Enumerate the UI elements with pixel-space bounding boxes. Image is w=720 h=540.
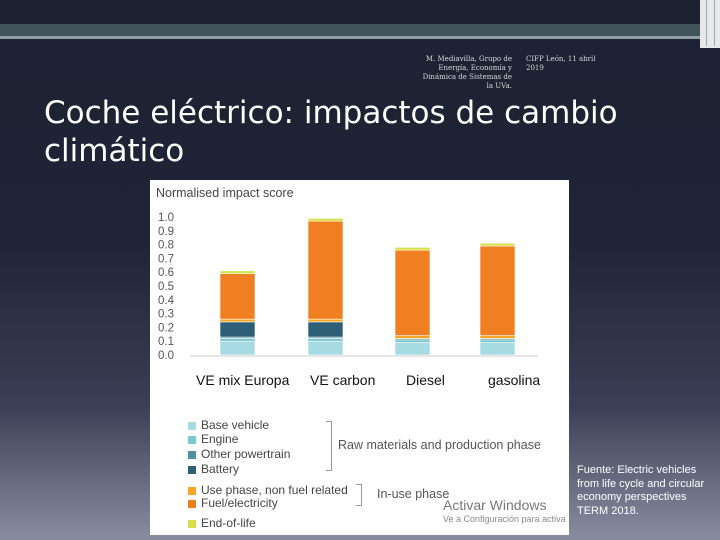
slide-right-strip [700, 0, 720, 48]
bar-segment [394, 247, 431, 251]
bar-segment [479, 339, 516, 343]
x-label-gasolina: gasolina [488, 372, 541, 388]
bar-segment [307, 220, 344, 320]
legend-item: Battery [188, 462, 239, 476]
bar-segment [219, 338, 256, 342]
chart-legend: Base vehicle Engine Other powertrain Bat… [150, 410, 569, 535]
legend-label: Other powertrain [201, 447, 291, 461]
legend-label: Fuel/electricity [201, 496, 278, 510]
legend-item: Base vehicle [188, 418, 269, 432]
y-tick-label: 0.0 [158, 350, 174, 362]
slide-top-bar-accent [0, 36, 700, 39]
y-tick-label: 0.3 [158, 309, 174, 321]
legend-item: Use phase, non fuel related [188, 483, 348, 497]
x-label-ve-mix: VE mix Europa [196, 372, 290, 388]
bar-segment [307, 218, 344, 222]
bar-segment [479, 335, 516, 339]
chart-panel: Normalised impact score 0.0 0.1 0.2 0.3 0.4 0.… [150, 180, 569, 535]
bar-segment [307, 340, 344, 356]
bar-segment [479, 342, 516, 356]
bar-segment [307, 338, 344, 342]
legend-item: Fuel/electricity [188, 496, 278, 510]
legend-swatch [188, 519, 196, 528]
bar-segment [394, 339, 431, 343]
legend-swatch [188, 450, 196, 459]
y-tick-label: 0.4 [158, 295, 175, 307]
y-tick-label: 0.2 [158, 322, 174, 334]
legend-item: Other powertrain [188, 447, 290, 461]
bar-segment [394, 249, 431, 336]
source-note: Fuente: Electric vehicles from life cycl… [577, 464, 705, 517]
legend-group-label: Raw materials and production phase [338, 438, 541, 452]
activation-watermark: Activar Windows [443, 497, 547, 513]
bar-segment [394, 342, 431, 356]
bar-segment [219, 270, 256, 274]
legend-label: Base vehicle [201, 418, 270, 432]
x-label-diesel: Diesel [406, 372, 445, 388]
legend-brace [326, 421, 332, 471]
bar-segment [219, 318, 256, 323]
legend-group-label: In-use phase [377, 487, 450, 501]
bar-segment [307, 321, 344, 338]
bar-segment [394, 335, 431, 339]
bar-segment [479, 242, 516, 247]
y-tick-label: 0.1 [158, 336, 174, 348]
bar-segment [479, 245, 516, 336]
legend-brace [356, 484, 362, 506]
y-tick-label: 0.8 [158, 240, 174, 252]
legend-swatch [188, 499, 196, 508]
legend-label: Engine [201, 432, 239, 446]
chart-svg: Normalised impact score 0.0 0.1 0.20.3 0.4 0.… [156, 186, 538, 362]
legend-swatch [188, 435, 196, 444]
y-tick-label: 0.6 [158, 267, 174, 279]
legend-swatch [188, 486, 196, 495]
y-tick-label: 0.5 [158, 281, 174, 293]
y-tick-label: 0.7 [158, 253, 174, 265]
x-label-ve-carbon: VE carbon [310, 372, 376, 388]
legend-swatch [188, 465, 196, 474]
bar-segment [219, 340, 256, 356]
legend-item: Engine [188, 432, 238, 446]
header-author: M. Mediavilla, Grupo de Energía, Economí… [422, 55, 512, 90]
slide-title: Coche eléctrico: impactos de cambio clim… [44, 95, 618, 169]
header-event: CIFP León, 11 abril 2019 [526, 55, 596, 72]
legend-label: Use phase, non fuel related [201, 483, 348, 497]
legend-label: End-of-life [201, 516, 256, 530]
y-tick-label: 1.0 [158, 212, 174, 224]
legend-item: End-of-life [188, 516, 256, 530]
legend-label: Battery [201, 462, 240, 476]
activation-watermark-sub: Ve a Configuración para activa [443, 514, 566, 524]
bar-segment [219, 321, 256, 338]
slide-top-bar [0, 24, 700, 36]
legend-swatch [188, 421, 196, 430]
bar-segment [307, 318, 344, 323]
bar-segment [219, 273, 256, 320]
chart-title: Normalised impact score [156, 186, 294, 200]
y-tick-label: 0.9 [158, 226, 174, 238]
